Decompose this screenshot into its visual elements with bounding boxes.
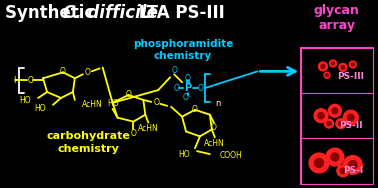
Circle shape <box>332 62 335 65</box>
Text: PS-I: PS-I <box>343 166 363 175</box>
Bar <box>301 48 373 93</box>
Circle shape <box>327 122 331 126</box>
Circle shape <box>330 60 336 67</box>
Circle shape <box>336 119 346 128</box>
Bar <box>301 138 373 184</box>
Text: HO: HO <box>34 104 46 113</box>
Circle shape <box>309 153 329 173</box>
Text: glycan
array: glycan array <box>314 4 360 32</box>
Text: P: P <box>184 83 192 93</box>
Text: C. difficile: C. difficile <box>63 4 158 22</box>
Text: AcHN: AcHN <box>82 100 102 109</box>
Circle shape <box>340 168 345 174</box>
Text: O: O <box>185 74 191 83</box>
Circle shape <box>324 72 330 78</box>
Circle shape <box>321 64 325 68</box>
Circle shape <box>339 64 347 71</box>
Circle shape <box>343 156 362 174</box>
Circle shape <box>349 61 356 68</box>
Text: AcHN: AcHN <box>138 124 159 133</box>
Circle shape <box>339 121 343 126</box>
Text: O: O <box>130 129 136 138</box>
Circle shape <box>343 110 358 125</box>
Text: O: O <box>60 67 66 76</box>
Text: HO: HO <box>107 99 118 108</box>
Text: O: O <box>198 84 204 92</box>
Text: carbohydrate
chemistry: carbohydrate chemistry <box>47 131 131 154</box>
Circle shape <box>314 158 324 167</box>
Circle shape <box>319 62 327 71</box>
Text: O: O <box>27 76 33 85</box>
Circle shape <box>325 74 328 77</box>
Circle shape <box>341 66 345 69</box>
Text: HO: HO <box>178 150 190 159</box>
Circle shape <box>351 63 354 66</box>
Text: phosphoramidite
chemistry: phosphoramidite chemistry <box>133 39 233 61</box>
Text: HO: HO <box>20 96 31 105</box>
Circle shape <box>318 113 324 119</box>
Text: O⁻: O⁻ <box>183 93 193 102</box>
Circle shape <box>324 119 333 128</box>
Text: n: n <box>215 99 220 108</box>
Text: AcHN: AcHN <box>204 139 225 148</box>
Circle shape <box>337 165 349 177</box>
Text: O: O <box>211 123 217 132</box>
Text: O: O <box>125 90 132 99</box>
Circle shape <box>328 104 341 117</box>
Text: O: O <box>173 84 179 92</box>
Circle shape <box>326 148 344 166</box>
Text: PS-II: PS-II <box>339 121 363 130</box>
Circle shape <box>331 153 339 161</box>
Text: O: O <box>171 66 177 75</box>
Circle shape <box>332 108 338 114</box>
Bar <box>301 93 373 138</box>
Text: O: O <box>153 98 159 107</box>
Text: O: O <box>85 68 91 77</box>
Circle shape <box>349 161 357 169</box>
Text: COOH: COOH <box>220 151 243 160</box>
Text: O: O <box>192 105 198 114</box>
Text: Synthetic: Synthetic <box>5 4 101 22</box>
Text: PS-III: PS-III <box>337 72 364 81</box>
Text: H: H <box>13 76 20 85</box>
Text: LTA PS-III: LTA PS-III <box>133 4 225 22</box>
Bar <box>301 48 373 184</box>
Circle shape <box>347 114 354 121</box>
Circle shape <box>314 109 328 123</box>
